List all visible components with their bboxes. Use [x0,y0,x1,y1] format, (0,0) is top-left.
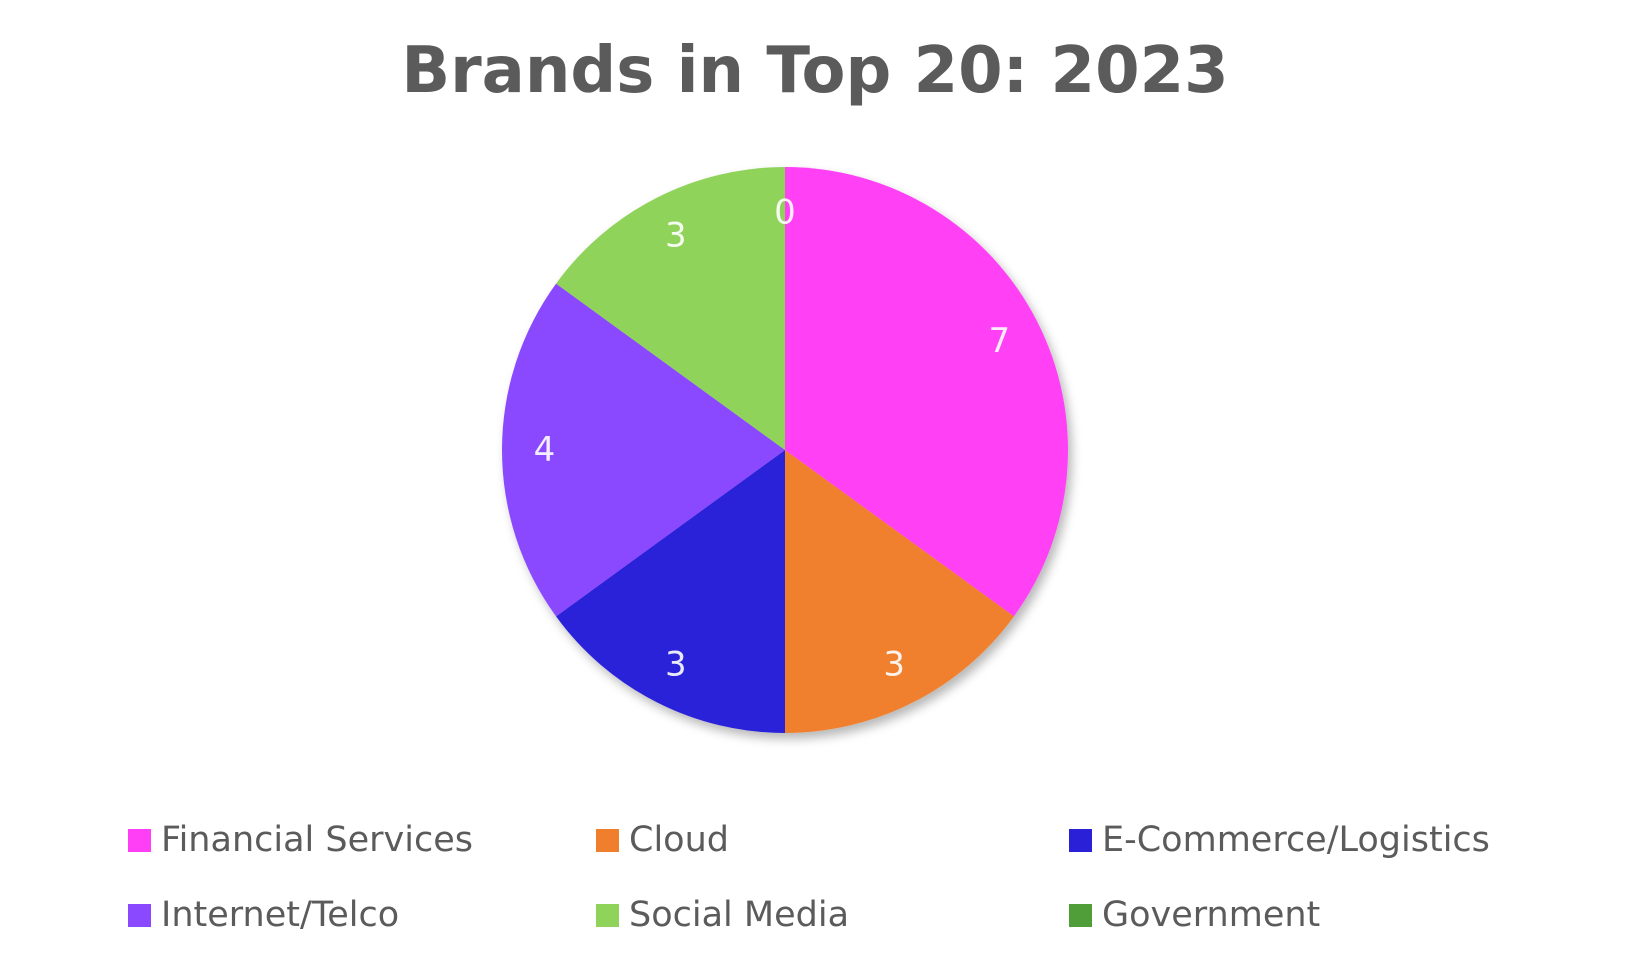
legend-label: Government [1102,895,1321,935]
data-label-cloud: 3 [883,644,905,684]
pie-slice-social-media [556,167,785,450]
data-label-financial-services: 7 [988,321,1010,361]
data-label-government: 0 [774,192,796,232]
data-label-internet-telco: 4 [534,430,556,470]
legend-swatch [1069,828,1092,852]
legend-swatch [596,903,619,927]
legend-swatch [1069,903,1092,927]
legend-label: Internet/Telco [161,895,400,935]
legend-label: Financial Services [161,820,473,860]
pie-slice-e-commerce-logistics [556,450,785,733]
legend-item-financial-services: Financial Services [128,820,473,860]
pie-slice-financial-services [785,167,1068,617]
legend-swatch [596,828,619,852]
pie-slice-cloud [785,450,1014,733]
legend-swatch [128,828,151,852]
legend-item-internet-telco: Internet/Telco [128,895,399,935]
data-label-e-commerce-logistics: 3 [665,644,687,684]
legend-swatch [128,903,151,927]
legend-item-social-media: Social Media [596,895,849,935]
chart-legend: Financial Services Cloud E-Commerce/Logi… [128,820,1568,940]
legend-label: Cloud [629,820,729,860]
legend-label: Social Media [629,895,850,935]
data-label-social-media: 3 [665,216,687,256]
pie-slice-internet-telco [502,283,785,617]
chart-title: Brands in Top 20: 2023 [401,34,1229,108]
legend-item-government: Government [1069,895,1320,935]
legend-item-cloud: Cloud [596,820,729,860]
legend-item-e-commerce-logistics: E-Commerce/Logistics [1069,820,1490,860]
legend-label: E-Commerce/Logistics [1102,820,1490,860]
